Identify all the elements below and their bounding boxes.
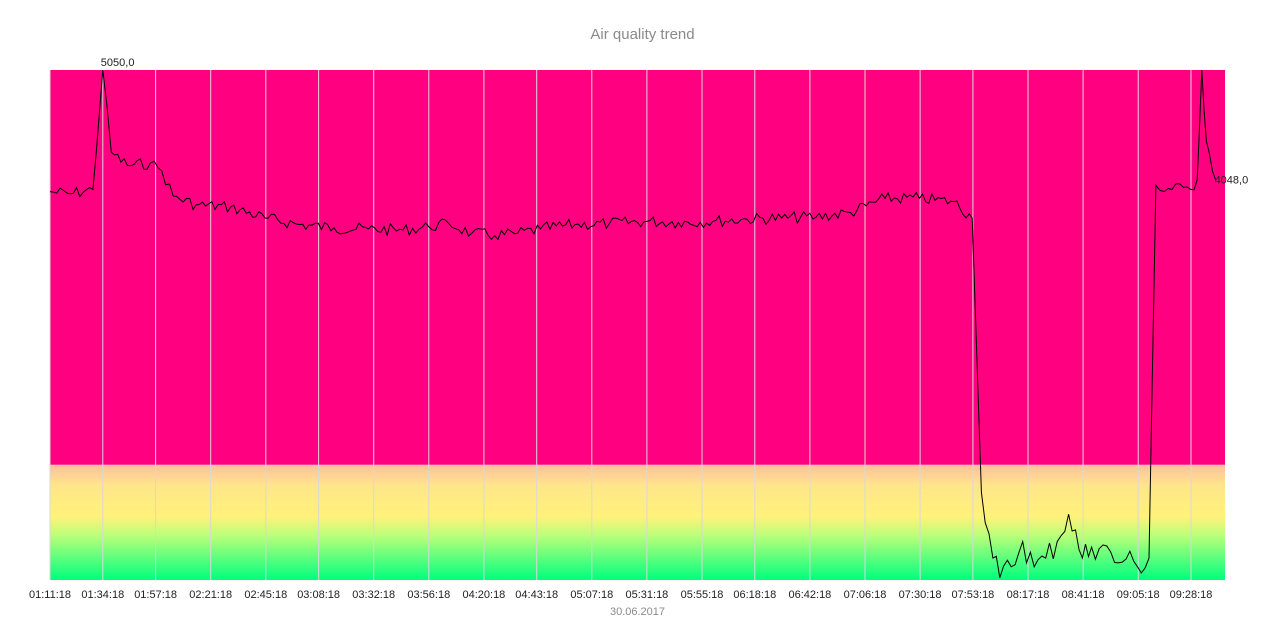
- x-tick-label: 07:53:18: [951, 589, 994, 601]
- x-tick-label: 03:08:18: [297, 589, 340, 601]
- last-value-label: 4048,0: [1215, 175, 1249, 187]
- x-tick-label: 09:05:18: [1117, 589, 1160, 601]
- date-label: 30.06.2017: [609, 606, 666, 618]
- x-tick-label: 08:41:18: [1062, 589, 1105, 601]
- x-tick-label: 03:56:18: [407, 589, 450, 601]
- x-tick-label: 04:20:18: [462, 589, 505, 601]
- x-tick-label: 02:21:18: [189, 589, 232, 601]
- x-tick-label: 06:18:18: [733, 589, 776, 601]
- max-value-label: 5050,0: [101, 57, 135, 69]
- x-tick-label: 09:28:18: [1170, 589, 1213, 601]
- x-tick-label: 05:07:18: [570, 589, 613, 601]
- x-tick-label: 05:55:18: [681, 589, 724, 601]
- x-tick-label: 07:30:18: [899, 589, 942, 601]
- vertical-gridlines: [49, 70, 1192, 580]
- air-quality-line: [49, 69, 1217, 578]
- x-axis-ticks: 01:11:18 01:34:18 01:57:18 02:21:18 02:45:18…: [29, 589, 1212, 601]
- band-poor: [50, 70, 1225, 465]
- x-tick-label: 05:31:18: [625, 589, 668, 601]
- threshold-bands: [50, 70, 1225, 580]
- chart-title: Air quality trend: [590, 26, 695, 43]
- x-tick-label: 02:45:18: [244, 589, 287, 601]
- band-moderate-good: [50, 464, 1225, 580]
- x-tick-label: 06:42:18: [788, 589, 831, 601]
- x-tick-label: 08:17:18: [1007, 589, 1050, 601]
- x-tick-label: 01:11:18: [29, 589, 71, 601]
- x-tick-label: 01:34:18: [81, 589, 124, 601]
- x-tick-label: 07:06:18: [844, 589, 887, 601]
- x-tick-label: 03:32:18: [352, 589, 395, 601]
- x-tick-label: 01:57:18: [134, 589, 177, 601]
- x-tick-label: 04:43:18: [515, 589, 558, 601]
